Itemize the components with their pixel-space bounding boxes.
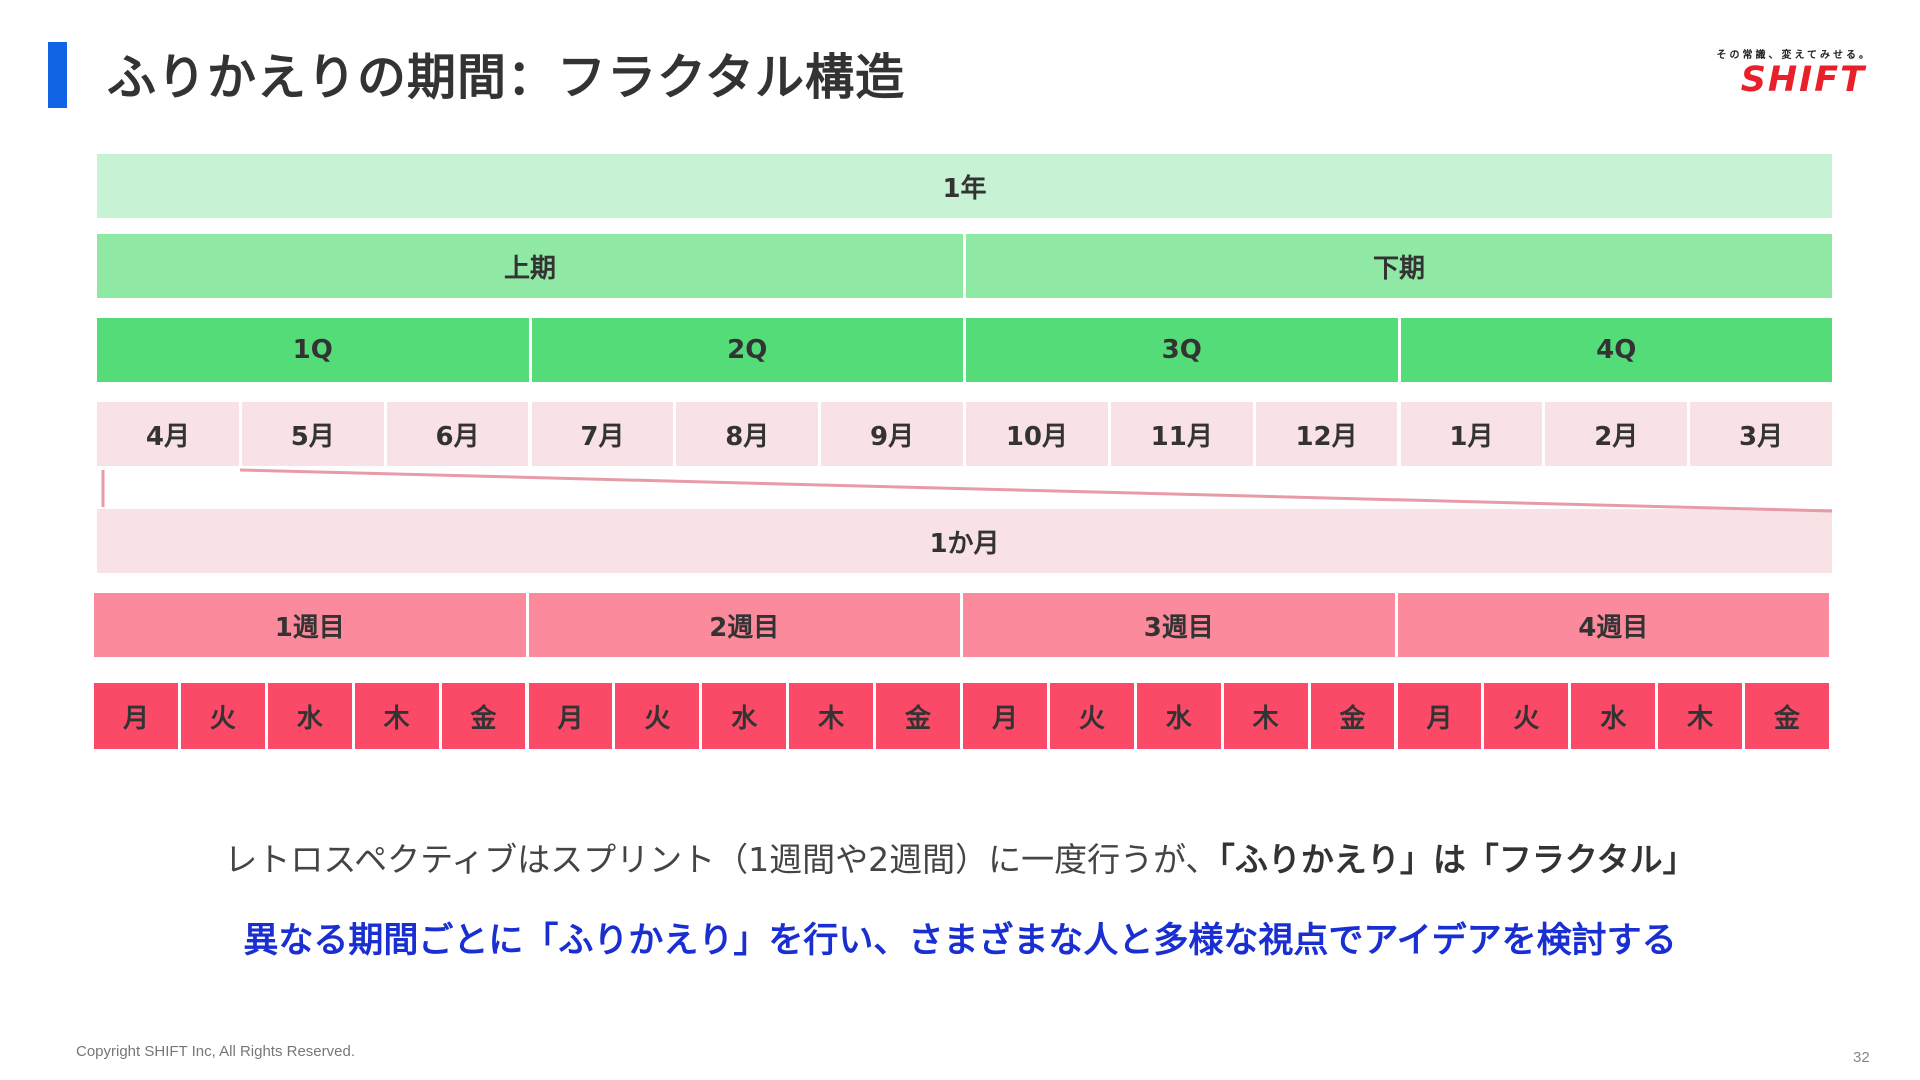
day-w3-5: 金 <box>1310 683 1395 749</box>
week-4: 4週目 <box>1397 593 1829 657</box>
day-w1-5: 金 <box>441 683 526 749</box>
day-w4-2: 火 <box>1484 683 1569 749</box>
day-w1-1: 月 <box>94 683 178 749</box>
day-w3-3: 水 <box>1136 683 1221 749</box>
month-7: 10月 <box>966 402 1108 466</box>
month-9: 12月 <box>1255 402 1398 466</box>
quarter-2: 2Q <box>531 318 963 382</box>
copyright: Copyright SHIFT Inc, All Rights Reserved… <box>76 1043 355 1060</box>
month-11: 2月 <box>1545 402 1688 466</box>
page-number: 32 <box>1853 1049 1870 1066</box>
shift-logo: その常識、変えてみせる。 SHIFT <box>1700 46 1872 102</box>
quarter-3: 3Q <box>966 318 1398 382</box>
page-title: ふりかえりの期間：フラクタル構造 <box>107 49 906 106</box>
logo-tagline: その常識、変えてみせる。 <box>1716 50 1872 61</box>
month-12: 3月 <box>1690 402 1832 466</box>
month-3: 6月 <box>386 402 529 466</box>
day-w3-1: 月 <box>963 683 1047 749</box>
day-w1-3: 水 <box>267 683 352 749</box>
week-2: 2週目 <box>528 593 960 657</box>
quarter-1: 1Q <box>97 318 529 382</box>
day-w4-4: 木 <box>1658 683 1743 749</box>
half-1: 上期 <box>97 234 963 298</box>
month-detail-bar: 1か月 <box>97 509 1832 573</box>
month-4: 7月 <box>531 402 674 466</box>
key-message: 異なる期間ごとに「ふりかえり」を行い、さまざまな人と多様な視点でアイデアを検討す… <box>243 921 1677 961</box>
quarter-4: 4Q <box>1400 318 1832 382</box>
day-w3-2: 火 <box>1049 683 1134 749</box>
day-w4-5: 金 <box>1745 683 1829 749</box>
retrospective-note: レトロスペクティブはスプリント（1週間や2週間）に一度行うが、「ふりかえり」は「… <box>0 833 1920 881</box>
day-w2-2: 火 <box>615 683 700 749</box>
day-w4-1: 月 <box>1397 683 1482 749</box>
month-2: 5月 <box>241 402 384 466</box>
month-5: 8月 <box>676 402 819 466</box>
day-w4-3: 水 <box>1571 683 1656 749</box>
day-w2-4: 木 <box>789 683 874 749</box>
day-w2-1: 月 <box>528 683 613 749</box>
week-3: 3週目 <box>963 593 1395 657</box>
day-w2-5: 金 <box>876 683 960 749</box>
day-w3-4: 木 <box>1223 683 1308 749</box>
retrospective-note-plain: レトロスペクティブはスプリント（1週間や2週間）に一度行うが、 <box>224 840 1219 879</box>
month-1: 4月 <box>97 402 239 466</box>
year-bar: 1年 <box>97 154 1832 218</box>
title-accent-bar <box>48 42 67 108</box>
day-w1-4: 木 <box>354 683 439 749</box>
retrospective-note-bold: 「ふりかえり」は「フラクタル」 <box>1218 840 1696 879</box>
month-6: 9月 <box>821 402 963 466</box>
week-1: 1週目 <box>94 593 526 657</box>
day-w2-3: 水 <box>702 683 787 749</box>
zoom-line-right <box>239 468 1833 513</box>
day-w1-2: 火 <box>180 683 265 749</box>
month-10: 1月 <box>1400 402 1543 466</box>
half-2: 下期 <box>966 234 1832 298</box>
month-8: 11月 <box>1110 402 1253 466</box>
logo-wordmark: SHIFT <box>1740 60 1866 100</box>
